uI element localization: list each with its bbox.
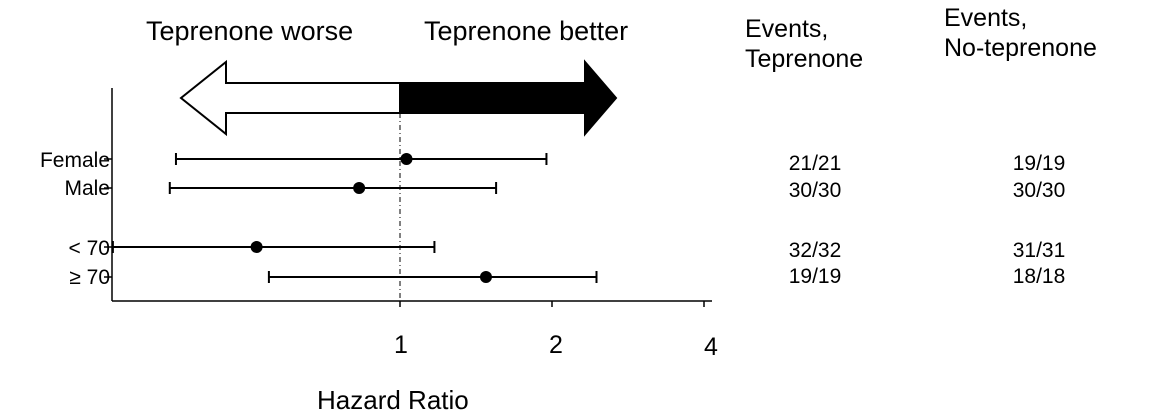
column-header-teprenone: Events, Teprenone [745,15,864,73]
events-no-teprenone-70-plus: 18/18 [1012,265,1066,288]
point-estimate-2 [250,241,263,253]
x-axis-label: Hazard Ratio [317,385,469,415]
x-tick-label-2: 2 [549,331,563,359]
direction-label-left: Teprenone worse [146,16,354,46]
x-tick-label-1: 1 [394,331,408,359]
row-label-70-plus: ≥ 70 [69,266,110,289]
point-estimate-0 [400,153,413,165]
events-teprenone-female: 21/21 [788,152,842,175]
worse-arrow [179,59,401,137]
row-label-under-70: < 70 [68,237,110,260]
direction-label-right: Teprenone better [424,16,629,46]
row-label-female: Female [39,149,110,172]
events-teprenone-under-70: 32/32 [788,239,842,262]
point-estimate-1 [353,182,366,194]
better-arrow [399,59,618,137]
point-estimate-3 [479,271,492,283]
events-no-teprenone-female: 19/19 [1012,152,1066,175]
events-no-teprenone-under-70: 31/31 [1012,239,1066,262]
events-teprenone-male: 30/30 [788,179,842,202]
events-no-teprenone-male: 30/30 [1012,179,1066,202]
x-tick-label-4: 4 [704,333,718,361]
row-label-male: Male [64,177,110,200]
events-teprenone-70-plus: 19/19 [788,265,842,288]
data-marks [104,153,705,307]
column-header-no-teprenone: Events, No-teprenone [944,4,1097,62]
